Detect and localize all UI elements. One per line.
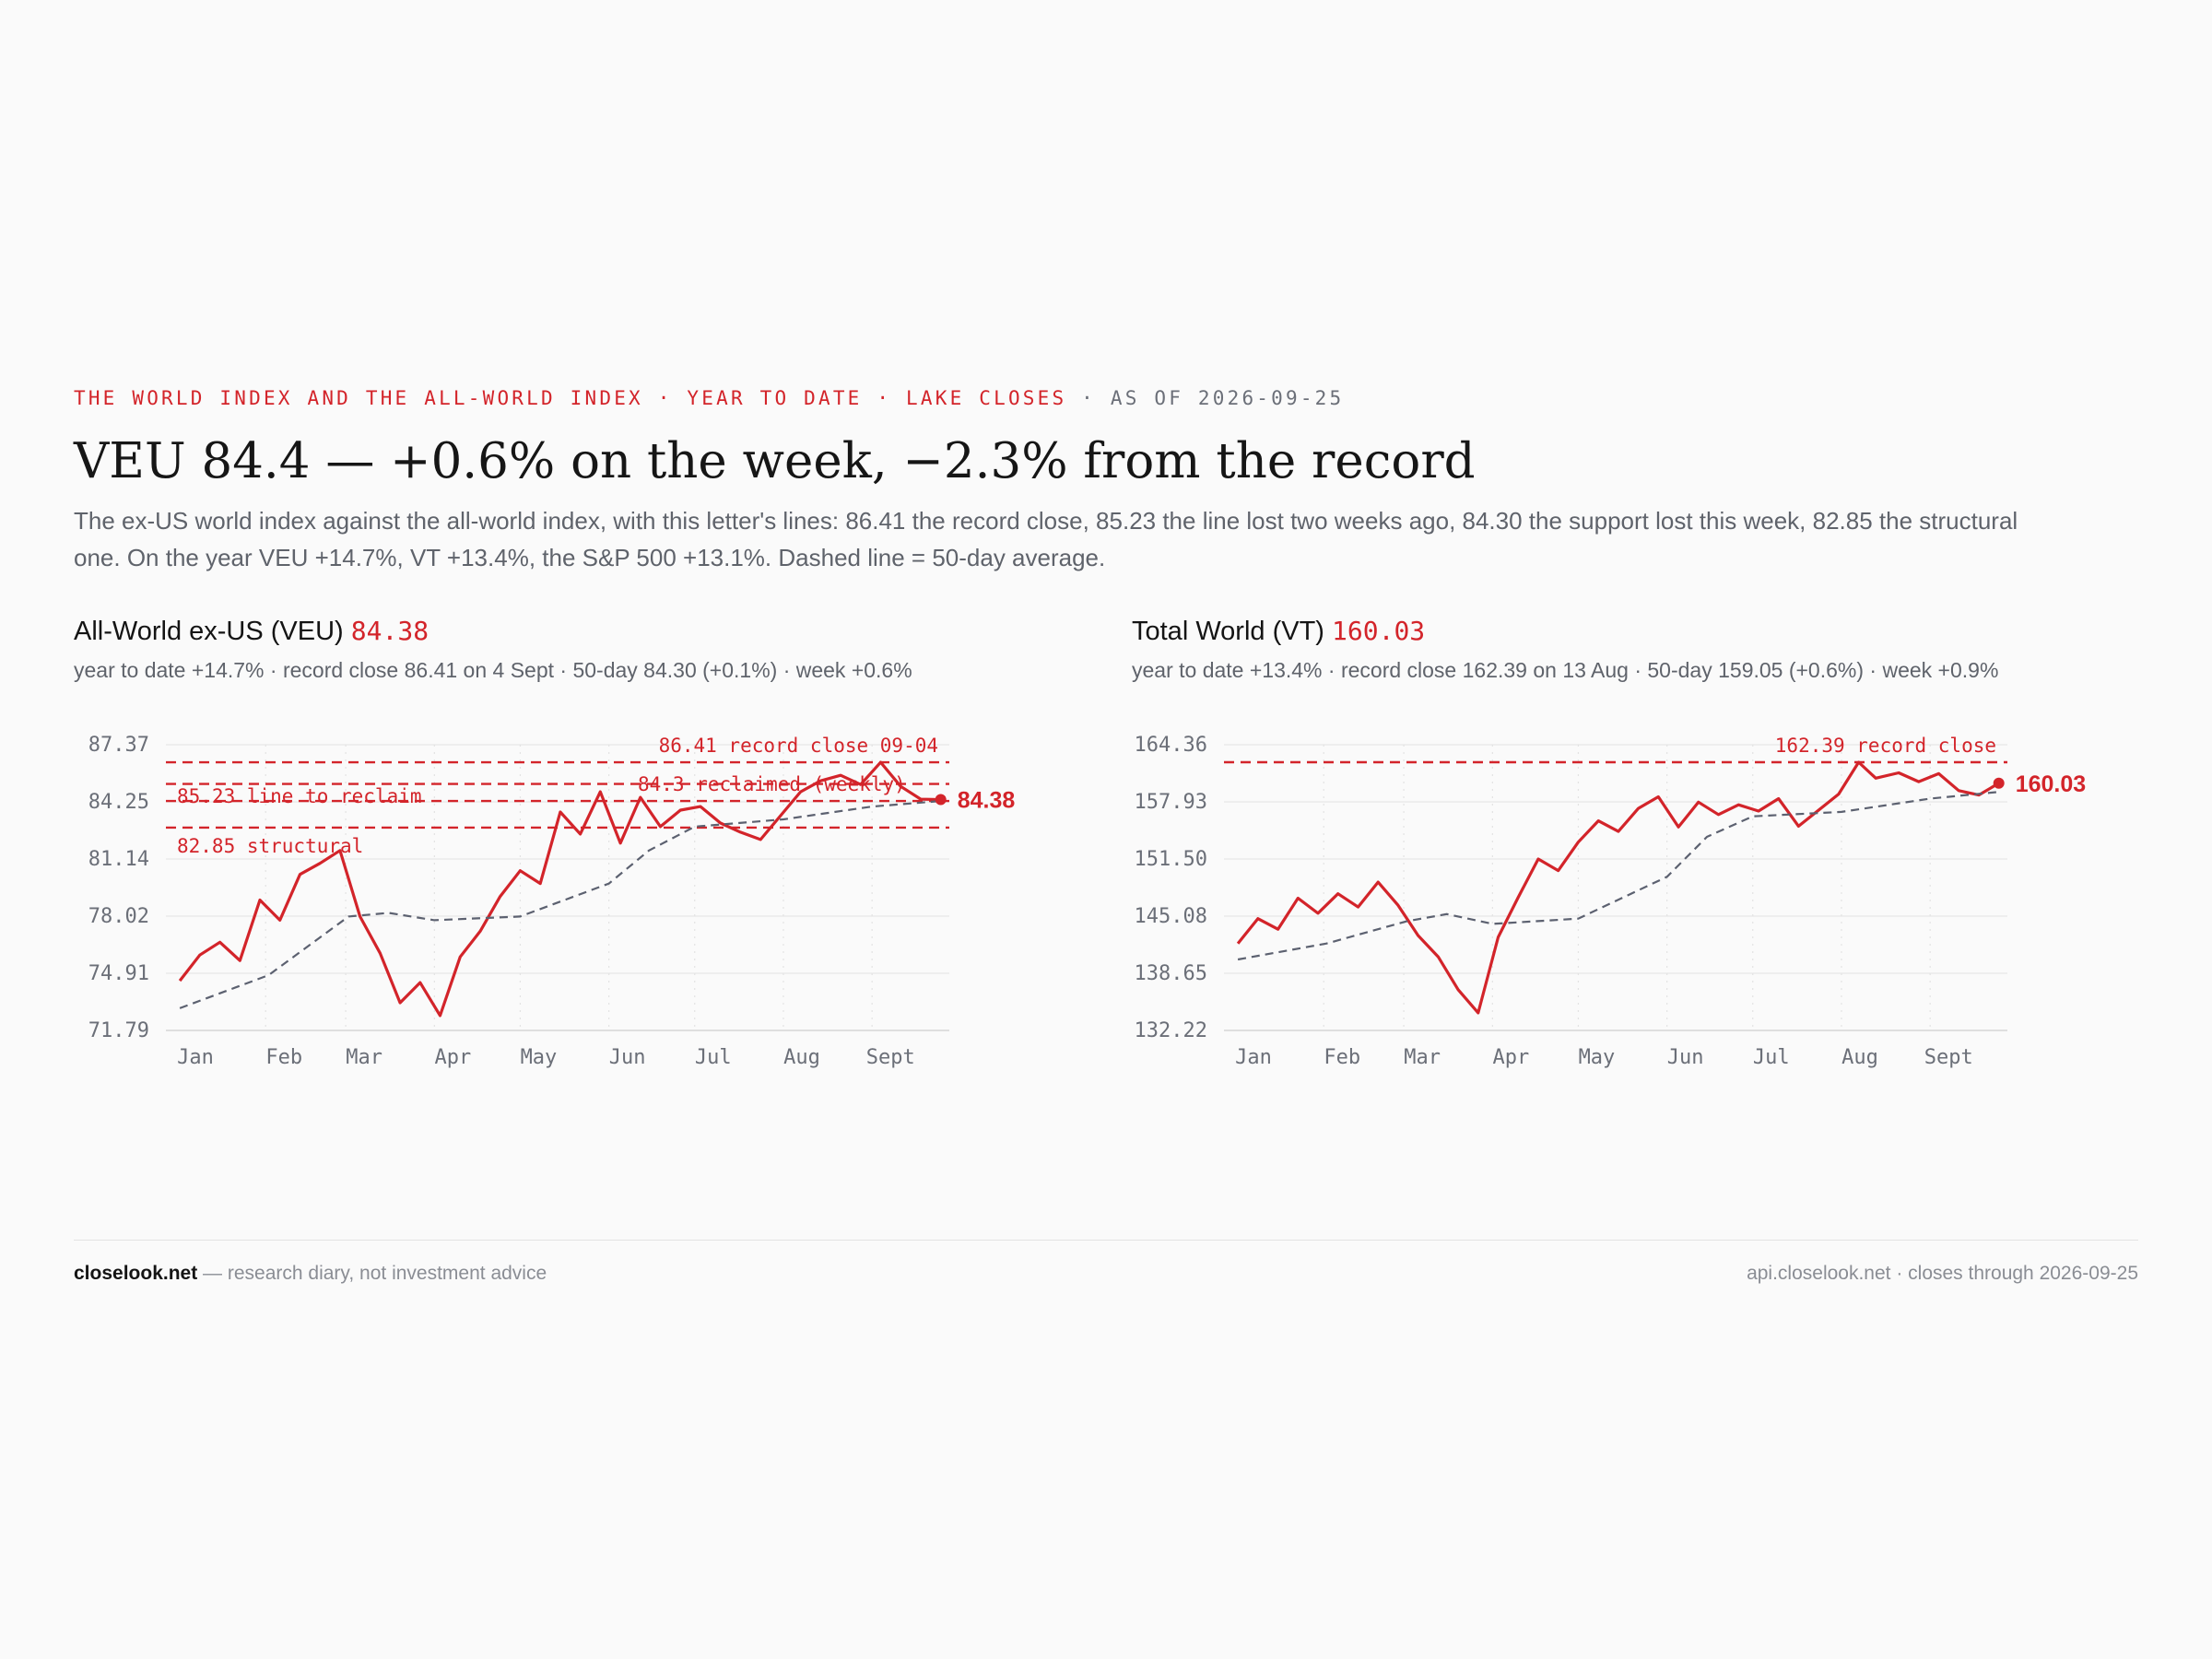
close-price-line [1236,760,2000,1015]
x-tick-label: Apr [434,1046,471,1069]
x-tick-label: Jul [695,1046,732,1069]
reference-line-label: 85.23 line to reclaim [177,785,422,807]
x-tick-label: Aug [783,1046,820,1069]
x-tick-label: Jul [1753,1046,1790,1069]
x-tick-label: May [1579,1046,1616,1069]
chart-title: Total World (VT) 160.03 [1132,616,2146,656]
reference-line-label: 82.85 structural [177,835,363,857]
x-tick-label: Feb [1324,1046,1360,1069]
x-tick-label: Aug [1841,1046,1878,1069]
y-tick-label: 84.25 [88,791,149,814]
reference-line-label: 86.41 record close 09-04 [659,735,938,757]
footer-left: closelook.net — research diary, not inve… [74,1263,547,1285]
x-tick-label: Mar [1404,1046,1441,1069]
last-point-dot [935,794,947,806]
x-tick-label: Apr [1492,1046,1529,1069]
footer-brand[interactable]: closelook.net [74,1263,198,1284]
dek: The ex-US world index against the all-wo… [74,507,2018,571]
kicker: THE WORLD INDEX AND THE ALL-WORLD INDEX … [74,387,1344,409]
close-price-line [178,760,941,1018]
last-point-label: 84.38 [958,787,1016,813]
y-tick-label: 74.91 [88,962,149,985]
reference-line-label: 162.39 record close [1775,735,1996,757]
y-tick-label: 81.14 [88,848,149,871]
x-tick-label: Feb [265,1046,302,1069]
chart-title-text: Total World (VT) [1132,617,1324,646]
footer-tagline: — research diary, not investment advice [197,1263,547,1284]
x-tick-label: Jun [1667,1046,1704,1069]
y-tick-label: 78.02 [88,905,149,928]
y-tick-label: 164.36 [1135,734,1207,757]
x-tick-label: Mar [346,1046,382,1069]
kicker-topic: THE WORLD INDEX AND THE ALL-WORLD INDEX … [74,387,1067,409]
x-tick-label: Sept [1924,1046,1973,1069]
y-tick-label: 138.65 [1135,962,1207,985]
chart-stats: year to date +13.4% · record close 162.3… [1132,658,1999,682]
chart-title-text: All-World ex-US (VEU) [74,617,344,646]
x-tick-label: Jan [177,1046,214,1069]
chart-title: All-World ex-US (VEU) 84.38 [74,616,1088,656]
headline: VEU 84.4 — +0.6% on the week, −2.3% from… [74,433,1476,489]
kicker-date: · AS OF 2026-09-25 [1066,387,1345,409]
y-tick-label: 87.37 [88,734,149,757]
y-tick-label: 151.50 [1135,848,1207,871]
chart-title-last: 84.38 [350,616,429,646]
y-tick-label: 132.22 [1135,1019,1207,1042]
y-tick-label: 157.93 [1135,791,1207,814]
footer-divider [74,1240,2138,1241]
x-tick-label: Sept [866,1046,915,1069]
x-tick-label: May [521,1046,558,1069]
x-tick-label: Jan [1235,1046,1272,1069]
chart-veu: All-World ex-US (VEU) 84.38 year to date… [74,616,1088,1069]
last-point-label: 160.03 [2016,771,2086,797]
y-tick-label: 145.08 [1135,905,1207,928]
footer-right: api.closelook.net · closes through 2026-… [1747,1263,2138,1284]
moving-average-line [179,800,941,1009]
x-tick-label: Jun [609,1046,646,1069]
chart-stats: year to date +14.7% · record close 86.41… [74,658,912,682]
chart-title-last: 160.03 [1332,616,1426,646]
chart-plot: 87.37 84.25 81.14 78.02 74.91 71.79 Jan Feb Mar A… [88,734,1016,1069]
reference-line-label: 84.3 reclaimed (weekly) [638,773,906,795]
chart-vt: Total World (VT) 160.03 year to date +13… [1132,616,2146,1069]
moving-average-line [1237,791,1999,961]
y-tick-label: 71.79 [88,1019,149,1042]
last-point-dot [1993,777,2005,789]
chart-plot: 164.36 157.93 151.50 145.08 138.65 132.22 Jan F… [1135,734,2087,1069]
